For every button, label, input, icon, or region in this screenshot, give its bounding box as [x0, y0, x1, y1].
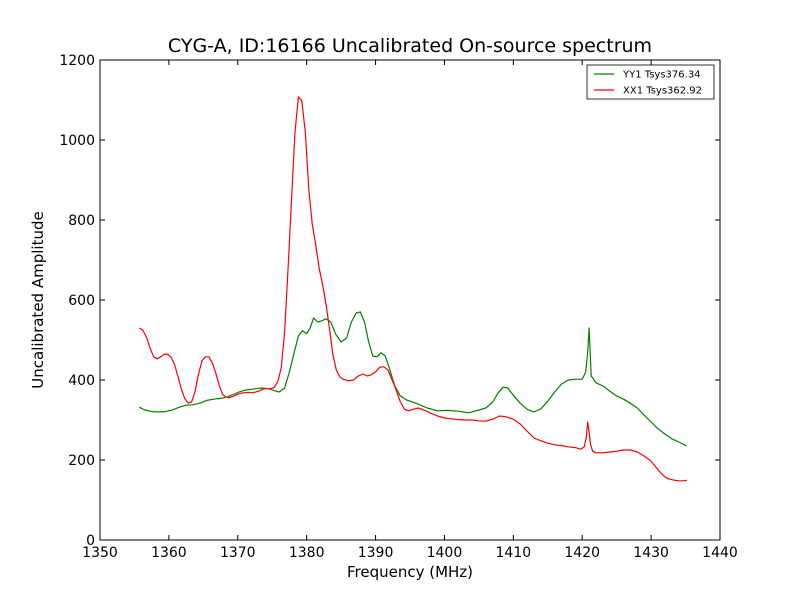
y-axis-ticks: 0 200 400 600 800 1000 1200 [59, 53, 720, 549]
x-tick-label: 1430 [633, 545, 669, 561]
y-axis-label: Uncalibrated Amplitude [29, 211, 47, 388]
x-tick-label: 1380 [289, 545, 325, 561]
legend: YY1 Tsys376.34 XX1 Tsys362.92 [586, 64, 715, 100]
y-tick-label: 200 [68, 453, 95, 469]
x-tick-label: 1440 [702, 545, 738, 561]
y-tick-label: 400 [68, 373, 95, 389]
series-line-2 [138, 96, 687, 482]
y-tick-label: 1000 [59, 133, 95, 149]
series-layer [138, 96, 688, 482]
x-tick-label: 1360 [151, 545, 187, 561]
x-axis-ticks: 1350 1360 1370 1380 1390 1400 1410 1420 1430 1440 [82, 60, 738, 561]
x-axis-label: Frequency (MHz) [347, 563, 473, 581]
y-tick-label: 600 [68, 293, 95, 309]
y-tick-label: 0 [86, 533, 95, 549]
x-tick-label: 1420 [564, 545, 600, 561]
legend-box [586, 64, 715, 100]
chart-title: CYG-A, ID:16166 Uncalibrated On-source s… [168, 35, 652, 57]
x-tick-label: 1350 [82, 545, 118, 561]
legend-label: YY1 Tsys376.34 [622, 70, 701, 81]
series-line-1 [139, 311, 688, 447]
y-tick-label: 800 [68, 213, 95, 229]
x-tick-label: 1390 [358, 545, 394, 561]
legend-label: XX1 Tsys362.92 [623, 86, 702, 97]
y-tick-label: 1200 [59, 53, 95, 69]
x-tick-label: 1400 [427, 545, 463, 561]
x-tick-label: 1410 [496, 545, 532, 561]
x-tick-label: 1370 [220, 545, 256, 561]
